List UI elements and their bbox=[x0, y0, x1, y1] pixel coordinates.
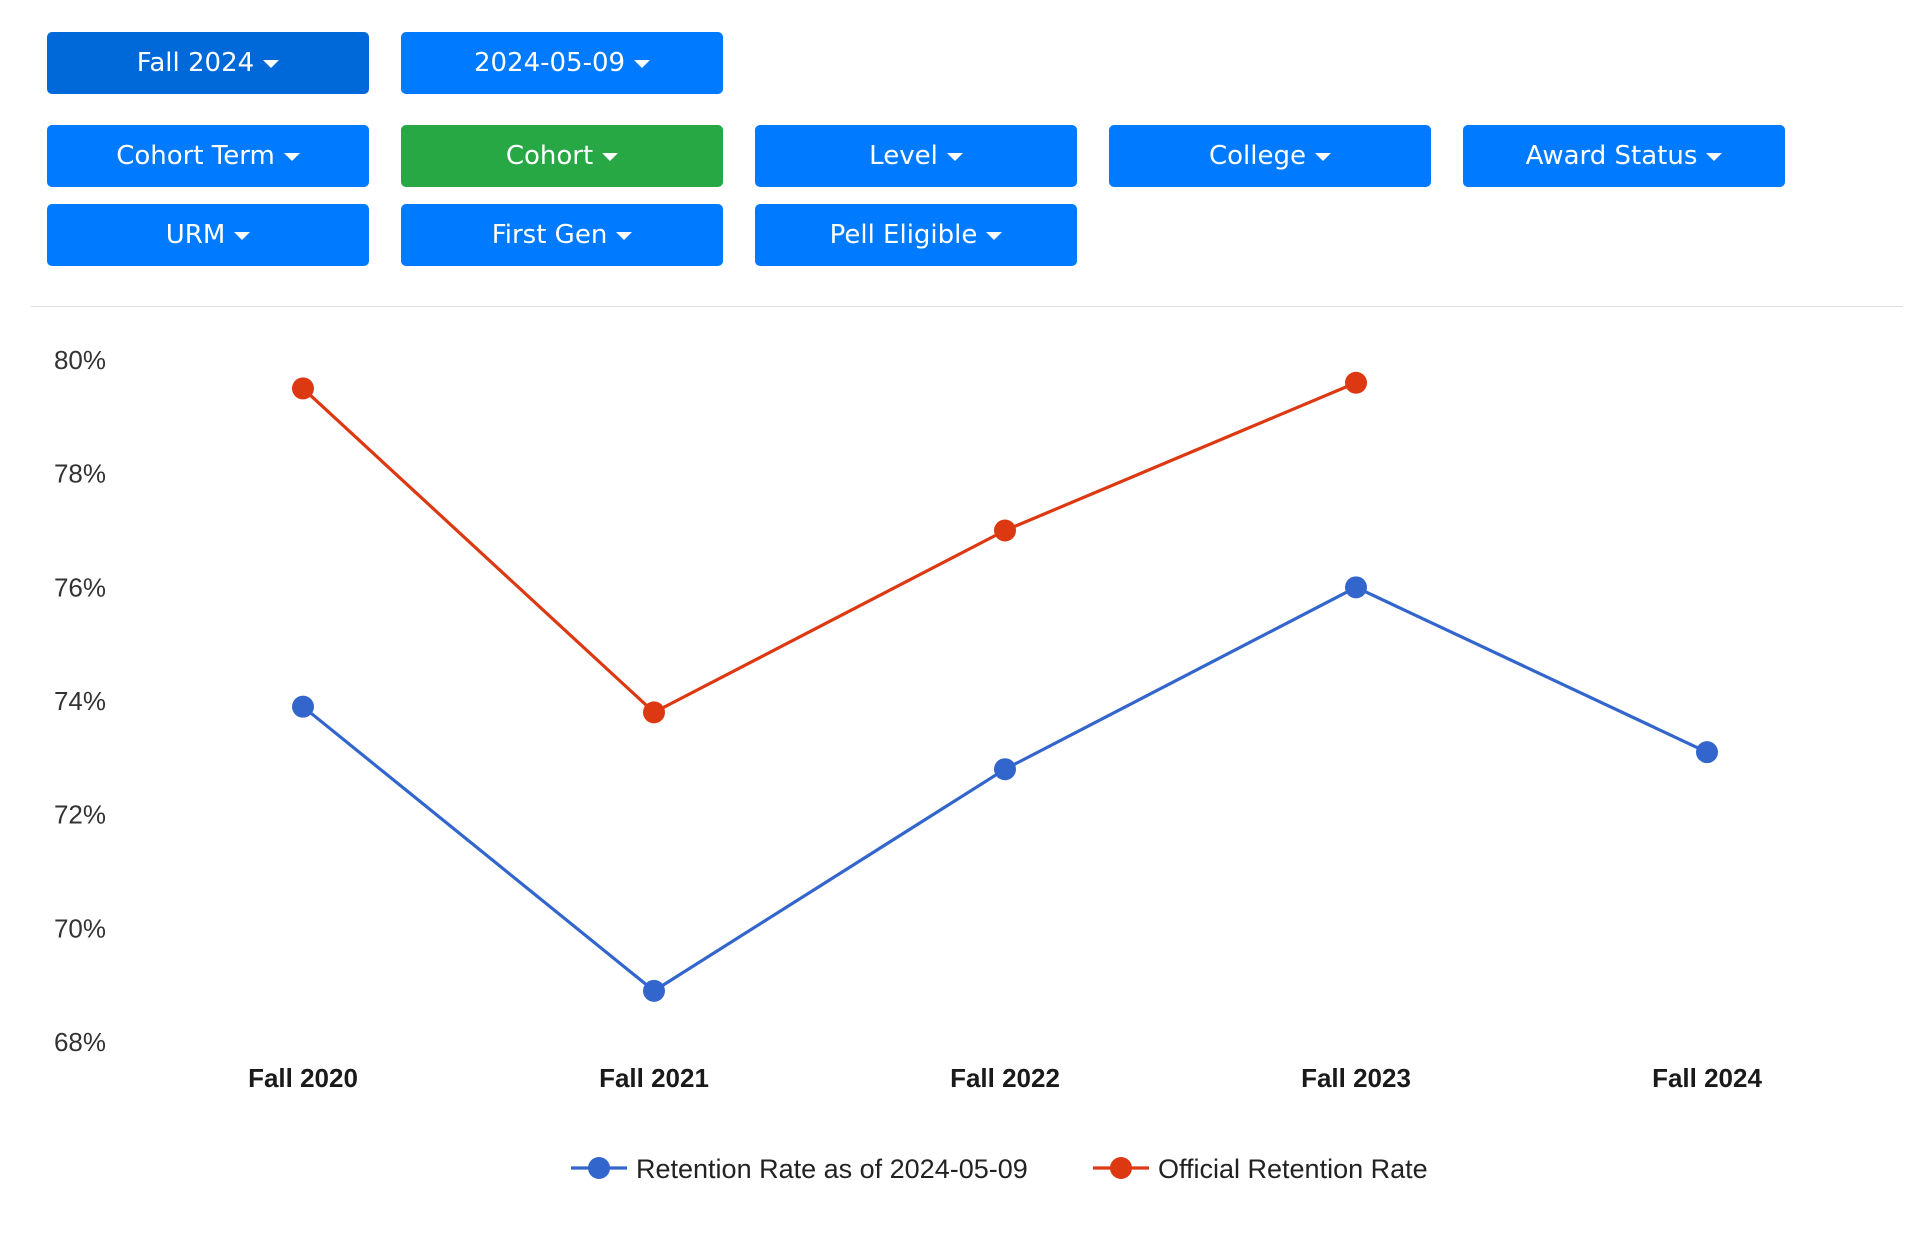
filters-divider bbox=[31, 306, 1903, 307]
y-axis: 80% 78% 76% 74% 72% 70% 68% bbox=[54, 345, 106, 1057]
legend-item[interactable]: Official Retention Rate bbox=[1093, 1154, 1428, 1184]
y-tick-label: 74% bbox=[54, 686, 106, 716]
y-tick-label: 80% bbox=[54, 345, 106, 375]
urm-dropdown-button[interactable]: URM bbox=[47, 204, 369, 266]
caret-down-icon bbox=[616, 232, 633, 240]
data-point[interactable] bbox=[1696, 741, 1718, 764]
first-gen-dropdown-label: First Gen bbox=[491, 220, 608, 250]
x-axis: Fall 2020 Fall 2021 Fall 2022 Fall 2023 Fall… bbox=[248, 1063, 1762, 1093]
y-tick-label: 70% bbox=[54, 913, 106, 943]
legend-label: Retention Rate as of 2024-05-09 bbox=[636, 1154, 1028, 1184]
first-gen-dropdown-button[interactable]: First Gen bbox=[401, 204, 723, 266]
caret-down-icon bbox=[263, 60, 280, 68]
x-tick-label: Fall 2020 bbox=[248, 1063, 358, 1093]
cohort-dropdown-label: Cohort bbox=[505, 141, 594, 171]
series-1 bbox=[292, 576, 1718, 1002]
x-tick-label: Fall 2022 bbox=[950, 1063, 1060, 1093]
legend-label: Official Retention Rate bbox=[1158, 1154, 1428, 1184]
x-tick-label: Fall 2024 bbox=[1652, 1063, 1762, 1093]
caret-down-icon bbox=[1315, 153, 1331, 161]
y-tick-label: 78% bbox=[54, 459, 106, 489]
caret-down-icon bbox=[283, 153, 300, 161]
retention-line-chart: 80% 78% 76% 74% 72% 70% 68% Fall 2020 Fall 2021… bbox=[54, 345, 1763, 1184]
award-status-dropdown-label: Award Status bbox=[1525, 141, 1698, 171]
caret-down-icon bbox=[1706, 153, 1723, 161]
legend-item[interactable]: Retention Rate as of 2024-05-09 bbox=[571, 1154, 1028, 1184]
legend-marker bbox=[588, 1157, 610, 1179]
caret-down-icon bbox=[602, 153, 619, 161]
caret-down-icon bbox=[634, 60, 651, 68]
college-dropdown-label: College bbox=[1208, 141, 1306, 171]
series-layer bbox=[292, 371, 1718, 1002]
data-point[interactable] bbox=[994, 758, 1016, 781]
data-point[interactable] bbox=[292, 695, 314, 718]
urm-dropdown-label: URM bbox=[165, 220, 226, 250]
data-point[interactable] bbox=[643, 701, 665, 724]
caret-down-icon bbox=[946, 153, 963, 161]
term-dropdown-label: Fall 2024 bbox=[136, 48, 255, 78]
legend-marker bbox=[1110, 1157, 1132, 1179]
level-dropdown-button[interactable]: Level bbox=[755, 125, 1077, 187]
college-dropdown-button[interactable]: College bbox=[1109, 125, 1431, 187]
level-dropdown-label: Level bbox=[869, 141, 938, 171]
data-point[interactable] bbox=[1345, 576, 1367, 599]
cohort-dropdown-button[interactable]: Cohort bbox=[401, 125, 723, 187]
cohort-term-dropdown-button[interactable]: Cohort Term bbox=[47, 125, 369, 187]
y-tick-label: 72% bbox=[54, 800, 106, 830]
pell-eligible-dropdown-button[interactable]: Pell Eligible bbox=[755, 204, 1077, 266]
cohort-term-dropdown-label: Cohort Term bbox=[116, 141, 275, 171]
caret-down-icon bbox=[986, 232, 1003, 240]
data-point[interactable] bbox=[643, 979, 665, 1002]
legend: Retention Rate as of 2024-05-09 Official … bbox=[571, 1154, 1428, 1184]
data-point[interactable] bbox=[1345, 371, 1367, 394]
series-line bbox=[301, 381, 1357, 714]
date-dropdown-button[interactable]: 2024-05-09 bbox=[401, 32, 723, 94]
caret-down-icon bbox=[234, 232, 251, 240]
x-tick-label: Fall 2023 bbox=[1301, 1063, 1411, 1093]
data-point[interactable] bbox=[292, 377, 314, 400]
data-point[interactable] bbox=[994, 519, 1016, 542]
series-2 bbox=[292, 371, 1367, 724]
award-status-dropdown-button[interactable]: Award Status bbox=[1463, 125, 1785, 187]
y-tick-label: 76% bbox=[54, 572, 106, 602]
pell-eligible-dropdown-label: Pell Eligible bbox=[829, 220, 978, 250]
y-tick-label: 68% bbox=[54, 1027, 106, 1057]
term-dropdown-button[interactable]: Fall 2024 bbox=[47, 32, 369, 94]
series-line bbox=[301, 585, 1708, 993]
x-tick-label: Fall 2021 bbox=[599, 1063, 709, 1093]
date-dropdown-label: 2024-05-09 bbox=[473, 48, 626, 78]
